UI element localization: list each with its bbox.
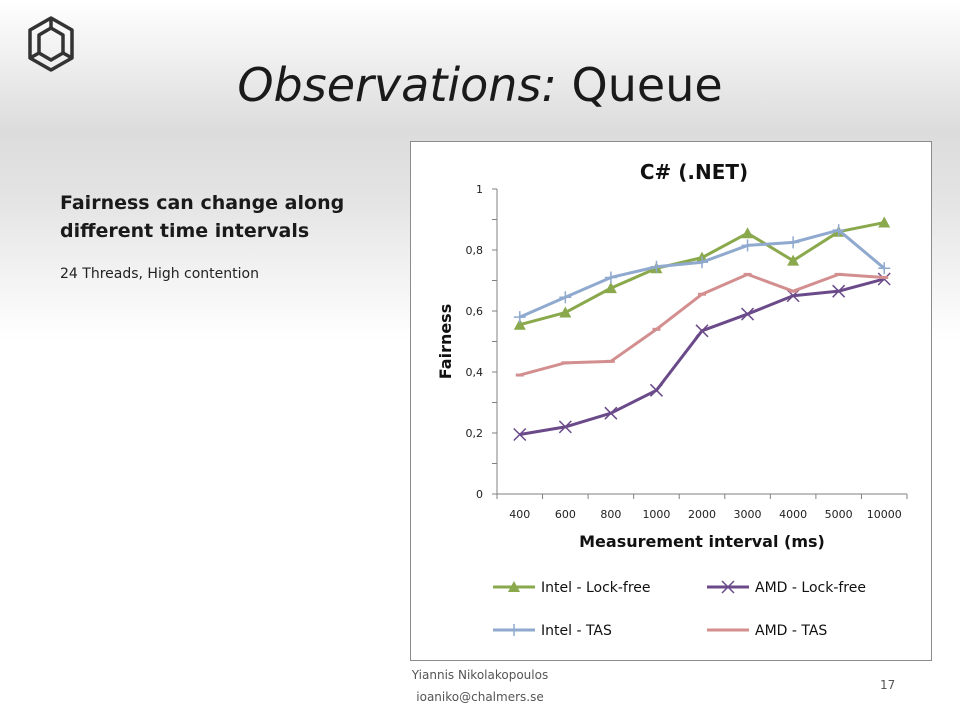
y-tick-label: 0,2: [466, 427, 484, 440]
series-2-point: [650, 260, 663, 273]
y-tick-label: 0: [476, 488, 483, 501]
footer-email: ioaniko@chalmers.se: [416, 690, 544, 704]
y-tick-label: 0,8: [466, 244, 484, 257]
series-line-3: [519, 272, 885, 377]
series-1-point: [741, 307, 755, 321]
y-tick-label: 0,6: [466, 305, 484, 318]
chart-svg: C# (.NET) 0 0,2 0,4 0,6 0,8 1 400 600 800 1000 2000…: [436, 160, 908, 639]
legend-label-0: Intel - Lock-free: [541, 580, 651, 596]
chart-container: C# (.NET) 0 0,2 0,4 0,6 0,8 1 400 600 800 1000 2000…: [410, 141, 932, 661]
legend-marker-2: [508, 624, 520, 636]
series-1-point: [604, 406, 618, 420]
bullet-subtext: 24 Threads, High contention: [60, 266, 259, 282]
page-number: 17: [880, 678, 896, 692]
x-tick-label: 800: [600, 508, 621, 521]
series-2-point: [604, 271, 617, 284]
slide-title: Observations: Queue: [0, 62, 960, 108]
legend-marker-1: [721, 580, 735, 594]
x-tick-label: 2000: [688, 508, 716, 521]
legend-label-3: AMD - TAS: [755, 623, 827, 639]
slide-title-italic: Observations:: [237, 58, 557, 112]
legend-marker-0: [508, 581, 520, 592]
x-tick-label: 400: [509, 508, 530, 521]
series-2-point: [878, 262, 891, 275]
series-2-point: [832, 224, 845, 237]
series-0-point: [513, 318, 526, 330]
x-axis-label: Measurement interval (ms): [579, 532, 825, 551]
series-line-2: [519, 228, 886, 319]
chart-title: C# (.NET): [640, 160, 748, 184]
x-tick-label: 3000: [734, 508, 762, 521]
series-0-point: [787, 254, 800, 266]
series-1-point: [832, 284, 846, 298]
series-1-point: [558, 420, 572, 434]
series-1-point: [649, 383, 663, 397]
series-line-1: [519, 277, 885, 437]
series-1-point: [695, 324, 709, 338]
series-2-point: [696, 256, 708, 269]
x-tick-label: 5000: [825, 508, 853, 521]
chalmers-logo-icon: [22, 14, 80, 74]
series-0-point: [878, 216, 891, 228]
series-0-point: [604, 282, 617, 294]
legend-label-2: Intel - TAS: [541, 623, 612, 639]
x-tick-label: 4000: [779, 508, 807, 521]
y-tick-label: 0,4: [466, 366, 484, 379]
series-0-point: [741, 227, 754, 239]
series-1-point: [513, 427, 527, 442]
y-tick-label: 1: [476, 183, 483, 196]
series-2-point: [787, 236, 800, 249]
x-tick-label: 10000: [867, 508, 902, 521]
slide-title-rest: Queue: [571, 58, 723, 112]
x-tick-label: 1000: [642, 508, 670, 521]
series-0-point: [559, 306, 572, 318]
series-2-point: [559, 291, 572, 304]
series-2-point: [513, 311, 526, 324]
bullet-heading: Fairness can change along different time…: [60, 192, 345, 242]
footer-author: Yiannis Nikolakopoulos: [411, 668, 549, 682]
series-2-point: [741, 239, 754, 252]
y-axis-label: Fairness: [436, 304, 455, 379]
x-tick-label: 600: [555, 508, 576, 521]
series-1-point: [877, 272, 891, 286]
series-line-0: [519, 221, 885, 327]
legend-label-1: AMD - Lock-free: [755, 580, 866, 596]
